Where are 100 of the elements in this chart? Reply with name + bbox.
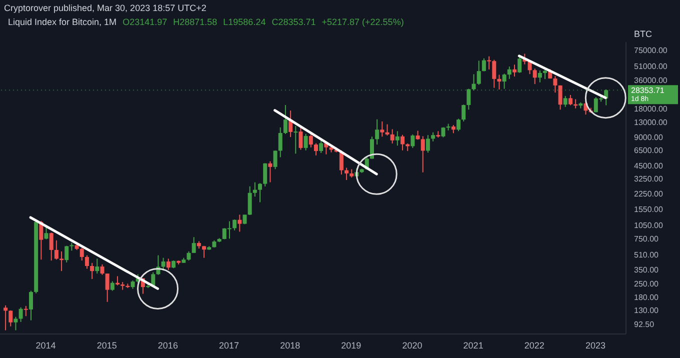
y-tick-label: 350.00: [634, 266, 660, 275]
candlestick: [497, 74, 502, 90]
candlestick: [472, 74, 476, 92]
text: L19586.24: [223, 17, 266, 27]
x-tick-label: 2023: [585, 340, 606, 350]
text: +5217.87 (+22.55%): [322, 17, 404, 27]
candlestick: [8, 310, 13, 327]
x-tick-label: 2019: [341, 340, 362, 350]
candlestick: [268, 160, 272, 183]
text: H28871.58: [173, 17, 218, 27]
candlestick: [248, 186, 252, 216]
candlestick: [476, 60, 481, 86]
candlestick: [110, 280, 114, 292]
candlestick: [278, 126, 282, 158]
candlestick: [568, 94, 572, 106]
x-tick-label: 2020: [402, 340, 422, 350]
text: C28353.71: [272, 17, 316, 27]
candlestick: [44, 226, 48, 240]
y-tick-label: 75000.00: [634, 46, 668, 56]
candlestick: [466, 88, 471, 110]
candlestick: [426, 134, 430, 154]
candlestick: [232, 218, 237, 231]
candlestick: [380, 120, 384, 138]
chart-subtitle: Liquid Index for Bitcoin, 1M: [8, 17, 117, 27]
y-tick-label: 6500.00: [634, 146, 664, 156]
y-tick-label: 4500.00: [634, 161, 664, 170]
candlestick: [543, 68, 548, 80]
candlestick: [563, 95, 568, 108]
candlestick: [192, 236, 196, 254]
candlestick: [319, 138, 324, 154]
x-tick-label: 2021: [463, 340, 484, 350]
candlestick: [538, 70, 542, 83]
candlestick: [80, 247, 84, 262]
candlestick: [263, 162, 268, 187]
candlestick: [95, 258, 100, 274]
x-tick-label: 2014: [36, 340, 56, 350]
candlestick: [100, 264, 104, 276]
y-tick-label: 1050.00: [634, 220, 664, 230]
y-tick-label: 1550.00: [634, 204, 664, 214]
candlestick: [166, 258, 170, 270]
y-tick-label: 36000.00: [634, 76, 668, 86]
x-tick-label: 2017: [219, 340, 240, 350]
y-tick-label: 13000.00: [634, 118, 668, 127]
candlestick: [54, 240, 58, 260]
candlestick: [161, 257, 166, 271]
candlestick: [507, 66, 512, 80]
y-axis-title: BTC: [634, 29, 652, 39]
x-tick-label: 2022: [524, 340, 544, 350]
candlestick: [273, 150, 278, 170]
candlestick: [252, 182, 257, 198]
candlestick: [294, 126, 298, 154]
candlestick: [238, 214, 242, 232]
candlestick: [410, 134, 415, 148]
candlestick: [14, 316, 18, 331]
y-tick-label: 250.00: [634, 279, 660, 288]
y-tick-label: 51000.00: [634, 62, 668, 71]
candlestick: [283, 104, 288, 135]
candlestick: [84, 254, 89, 270]
candlestick: [308, 132, 313, 148]
candlestick: [298, 126, 303, 150]
candlestick: [441, 126, 446, 138]
candlestick: [314, 142, 318, 156]
candlestick: [60, 250, 64, 272]
text: O23141.97: [122, 17, 168, 27]
candlestick: [502, 73, 506, 90]
candlestick: [532, 68, 537, 85]
y-tick-label: 750.00: [634, 234, 660, 244]
candlestick: [4, 304, 8, 331]
candlestick: [375, 118, 380, 146]
candlestick: [400, 134, 405, 151]
candlestick: [512, 64, 516, 77]
candlestick: [420, 136, 425, 173]
y-tick-label: 9000.00: [634, 132, 664, 142]
x-tick-label: 2016: [158, 340, 178, 350]
x-tick-label: 2015: [96, 340, 117, 350]
x-tick-label: 2018: [280, 340, 300, 350]
y-tick-label: 180.00: [634, 292, 660, 302]
candlestick: [456, 118, 461, 132]
candlestick: [186, 250, 191, 262]
candlestick: [431, 132, 436, 142]
candlestick: [395, 130, 400, 146]
y-tick-label: 2250.00: [634, 190, 664, 199]
y-tick-label: 510.00: [634, 250, 660, 260]
chart-title: Cryptorover published, Mar 30, 2023 18:57 UTC+2: [4, 3, 206, 13]
candlestick: [18, 306, 23, 322]
candlestick: [90, 262, 94, 280]
candlestick: [28, 290, 33, 321]
candlestick: [49, 232, 54, 262]
candlestick: [482, 58, 486, 72]
candlestick: [344, 167, 349, 181]
candlestick: [558, 84, 562, 110]
candlestick: [462, 104, 466, 122]
candlestick: [64, 245, 69, 263]
y-tick-label: 130.00: [634, 306, 660, 316]
candlestick: [304, 133, 308, 151]
y-tick-label: 3250.00: [634, 174, 664, 184]
y-tick-label: 18000.00: [634, 104, 668, 114]
candlestick: [24, 305, 28, 317]
candlestick: [116, 276, 120, 286]
y-tick-label: 92.50: [634, 320, 655, 330]
